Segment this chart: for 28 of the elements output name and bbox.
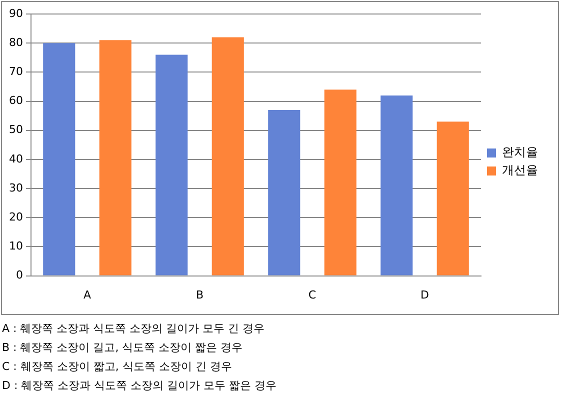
bar	[436, 122, 469, 276]
y-tick-label: 30	[8, 181, 23, 194]
y-tick-label: 20	[8, 210, 23, 224]
y-tick-label: 0	[16, 268, 23, 282]
bar	[380, 95, 413, 276]
y-tick-label: 10	[8, 240, 23, 253]
text: B : 췌장쪽 소장이 길고, 식도쪽 소장이 짧은 경우	[2, 340, 244, 356]
bar	[99, 40, 132, 276]
bar	[43, 43, 76, 276]
x-tick-label: B	[196, 288, 204, 302]
legend-label: 개선율	[502, 163, 538, 178]
y-tick-label: 40	[8, 152, 23, 166]
bar	[324, 90, 356, 276]
x-tick-label: A	[83, 288, 92, 302]
y-tick-label: 50	[8, 123, 23, 136]
y-tick-label: 90	[8, 6, 23, 20]
text: D : 췌장쪽 소장과 식도쪽 소장의 길이가 모두 짧은 경우	[2, 378, 278, 394]
y-tick-label: 60	[8, 94, 23, 108]
text: A : 췌장쪽 소장과 식도쪽 소장의 길이가 모두 긴 경우	[2, 321, 266, 337]
x-tick-label: D	[420, 288, 429, 302]
legend-label: 완치율	[502, 145, 538, 160]
bar	[268, 110, 300, 276]
y-tick-label: 70	[8, 65, 23, 78]
x-tick-label: C	[308, 288, 316, 302]
bar	[156, 54, 188, 276]
bar	[212, 37, 244, 276]
text: C : 췌장쪽 소장이 짧고, 식도쪽 소장이 긴 경우	[2, 359, 233, 375]
y-tick-label: 80	[8, 36, 23, 49]
